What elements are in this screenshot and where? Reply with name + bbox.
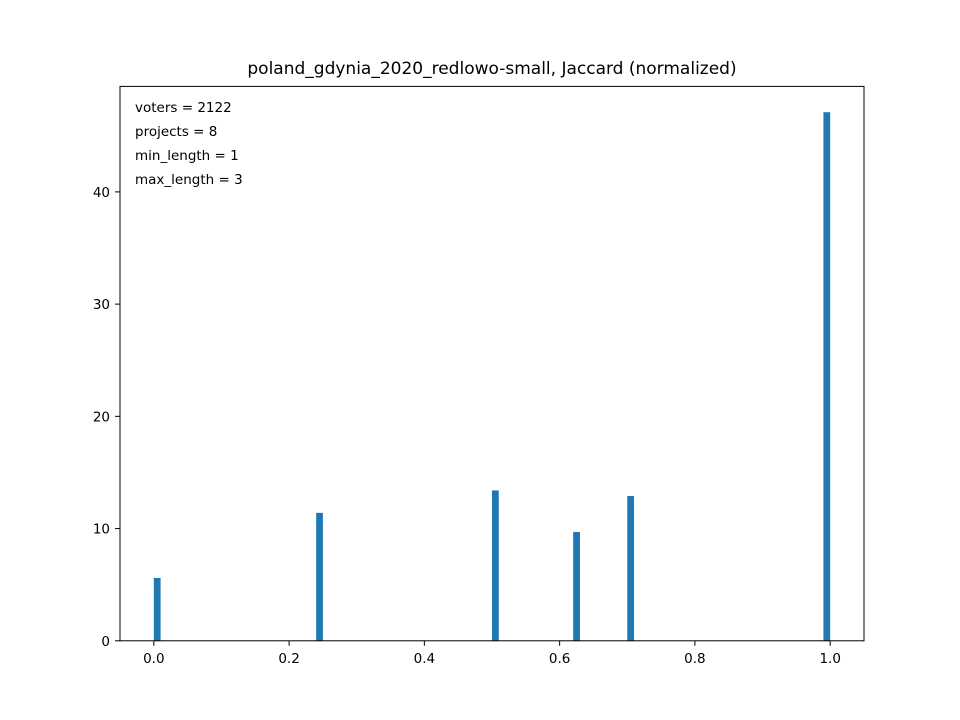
histogram-bar-5 — [823, 112, 831, 641]
x-tick-label: 1.0 — [819, 651, 840, 667]
bars-layer — [153, 112, 831, 641]
y-tick-label: 20 — [93, 409, 110, 425]
x-tick-label: 0.6 — [549, 651, 570, 667]
histogram-bar-2 — [492, 490, 499, 641]
x-tick-label: 0.2 — [278, 651, 299, 667]
y-axis: 0 10 20 30 40 — [93, 185, 120, 650]
y-tick-label: 30 — [93, 297, 110, 313]
annotation-voters: voters = 2122 — [135, 100, 232, 116]
y-tick-label: 40 — [93, 185, 110, 201]
annotation-max-length: max_length = 3 — [135, 172, 243, 188]
annotation-min-length: min_length = 1 — [135, 148, 239, 164]
histogram-bar-0 — [153, 577, 161, 641]
chart-title: poland_gdynia_2020_redlowo-small, Jaccar… — [247, 59, 736, 79]
x-tick-label: 0.4 — [414, 651, 435, 667]
y-tick-label: 10 — [93, 522, 110, 538]
histogram-bar-1 — [316, 512, 323, 641]
histogram-bar-3 — [573, 531, 580, 641]
x-axis: 0.0 0.2 0.4 0.6 0.8 1.0 — [143, 640, 841, 667]
y-tick-label: 0 — [101, 634, 110, 650]
histogram-bar-4 — [627, 496, 635, 641]
x-tick-label: 0.8 — [684, 651, 705, 667]
x-tick-label: 0.0 — [143, 651, 164, 667]
plot-frame — [119, 85, 865, 642]
stats-annotation: voters = 2122 projects = 8 min_length = … — [135, 100, 243, 188]
annotation-projects: projects = 8 — [135, 124, 217, 140]
